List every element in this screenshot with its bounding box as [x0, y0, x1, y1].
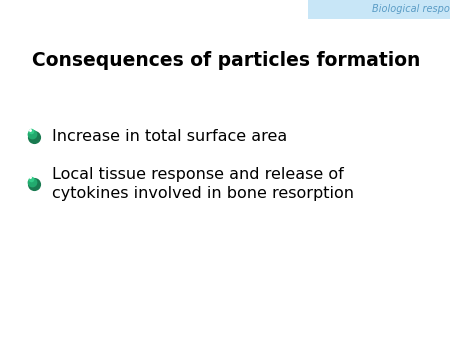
- Text: Biological response: Biological response: [372, 4, 450, 14]
- Point: [27, 175, 34, 180]
- Point: [29, 179, 36, 184]
- Point: [27, 176, 34, 182]
- Point: [27, 129, 34, 134]
- Text: Consequences of particles formation: Consequences of particles formation: [32, 51, 420, 70]
- Point: [30, 182, 37, 187]
- Text: Increase in total surface area: Increase in total surface area: [52, 129, 287, 144]
- Point: [27, 127, 34, 133]
- Point: [30, 134, 37, 140]
- Text: Local tissue response and release of
cytokines involved in bone resorption: Local tissue response and release of cyt…: [52, 167, 354, 201]
- Point: [29, 131, 36, 137]
- FancyBboxPatch shape: [308, 0, 450, 19]
